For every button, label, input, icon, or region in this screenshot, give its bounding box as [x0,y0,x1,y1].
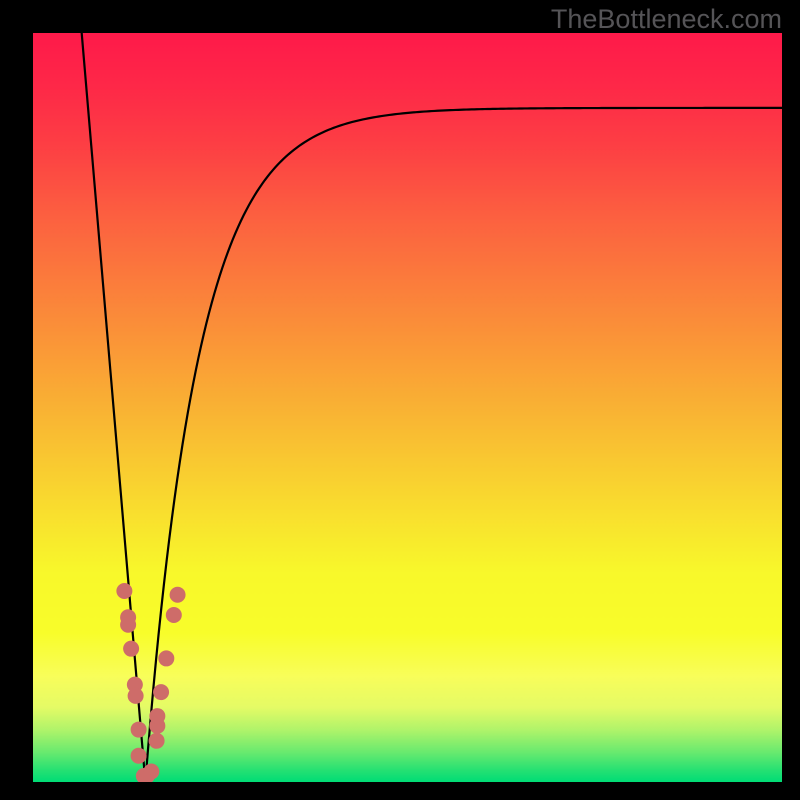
data-marker [153,684,169,700]
curve-right-branch [145,108,782,782]
watermark-text: TheBottleneck.com [551,4,782,35]
data-marker [131,748,147,764]
plot-frame [33,33,782,782]
data-marker [149,733,165,749]
data-marker [143,764,159,780]
data-marker [170,587,186,603]
bottleneck-curve-plot [33,33,782,782]
data-marker [128,688,144,704]
curve-left-branch [82,33,146,782]
data-marker [166,607,182,623]
data-marker [123,641,139,657]
data-marker [149,708,165,724]
chart-stage: TheBottleneck.com [0,0,800,800]
data-marker [120,617,136,633]
data-marker [116,583,132,599]
data-marker [158,650,174,666]
data-marker [131,722,147,738]
